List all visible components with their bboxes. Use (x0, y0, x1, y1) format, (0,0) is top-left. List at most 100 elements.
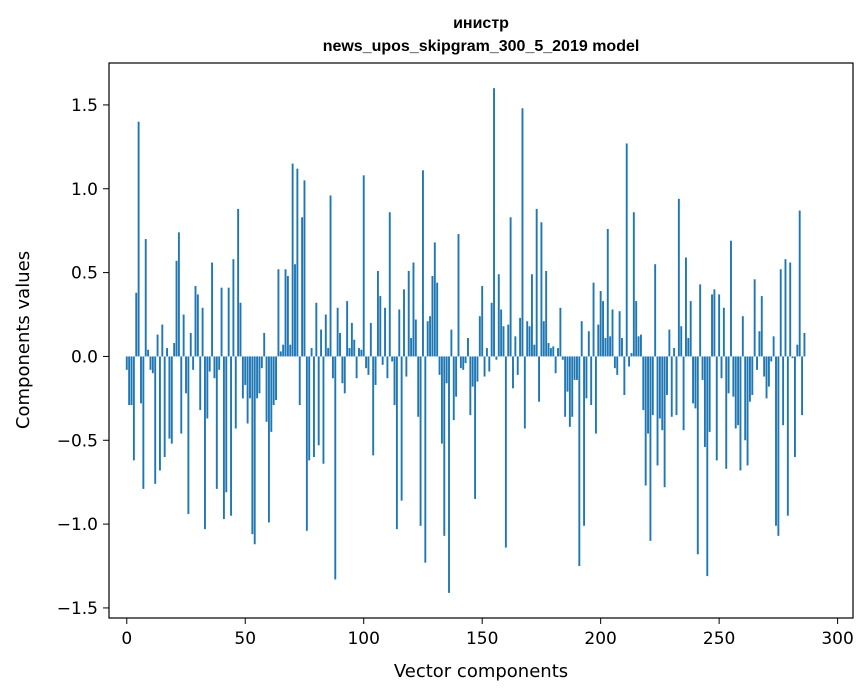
bar (365, 356, 368, 369)
bar (604, 337, 607, 357)
bar (407, 270, 410, 357)
bar (412, 262, 415, 357)
bar (566, 356, 569, 392)
bar (324, 314, 327, 357)
bar (170, 356, 173, 444)
bar (490, 302, 493, 357)
bar (144, 239, 147, 357)
bar (647, 356, 649, 434)
bar (301, 217, 304, 357)
bar (514, 336, 517, 357)
bar (609, 336, 612, 357)
bar (727, 356, 730, 394)
x-axis-label: Vector components (394, 661, 568, 682)
bar (154, 356, 157, 484)
bar (208, 356, 211, 372)
bar (331, 356, 334, 379)
bar (471, 356, 474, 387)
bar (580, 321, 583, 357)
bar (661, 356, 664, 431)
bar (763, 356, 766, 377)
bar (654, 264, 657, 357)
bar (341, 356, 344, 384)
bar (362, 175, 365, 357)
bar (353, 339, 356, 357)
y-tick-label: 0.5 (71, 264, 98, 284)
bar (424, 356, 427, 563)
bar (469, 356, 472, 416)
bar (234, 356, 237, 429)
bar (739, 356, 742, 471)
bar (294, 264, 296, 357)
bar (372, 356, 375, 456)
bar (791, 356, 794, 359)
bar (668, 329, 671, 357)
y-tick-label: −0.5 (57, 431, 98, 451)
bar (289, 344, 292, 357)
bar (744, 356, 747, 441)
bar (483, 356, 486, 377)
bar (158, 356, 161, 471)
bar (685, 257, 687, 357)
bar (270, 356, 273, 432)
bar (448, 356, 450, 593)
bar (450, 329, 453, 357)
bar (530, 274, 533, 357)
chart-subtitle: news_upos_skipgram_300_5_2019 model (323, 38, 640, 55)
bar (379, 296, 382, 357)
bar (777, 356, 780, 536)
bar (765, 356, 768, 399)
x-tick-label: 300 (821, 629, 853, 649)
bar (189, 332, 192, 357)
bar (348, 348, 351, 357)
bar (438, 356, 441, 375)
bar (656, 356, 659, 466)
bar (391, 356, 394, 362)
bar (199, 356, 202, 411)
bar (417, 356, 420, 417)
bar (701, 356, 704, 380)
bar (125, 356, 128, 370)
bar (440, 356, 443, 444)
bar (767, 356, 770, 387)
bar (599, 291, 602, 357)
bar (576, 356, 578, 380)
bar (616, 356, 619, 375)
bar (533, 344, 536, 357)
bar (244, 356, 247, 385)
bar (443, 356, 446, 536)
bar (310, 348, 313, 357)
bar (260, 356, 263, 369)
bar (549, 348, 552, 357)
bar (504, 356, 507, 548)
bar (625, 143, 628, 357)
bar (675, 356, 678, 416)
bar (381, 356, 384, 365)
bar (237, 208, 240, 357)
bar (187, 356, 190, 515)
plot-frame (108, 62, 854, 619)
bar (173, 343, 176, 357)
bar (358, 348, 360, 357)
bar (507, 324, 510, 357)
y-tick-label: 0.0 (71, 347, 98, 367)
bar (249, 356, 251, 399)
bar (737, 356, 740, 426)
axis-ticks: 0 50 100 150 200 250 300 −1.5 −1.0 −0.5 0.0 0.5 1.0 1… (57, 96, 854, 649)
bar (796, 344, 799, 357)
bar (540, 222, 543, 357)
bar (339, 332, 341, 357)
bar (756, 356, 758, 370)
bar (746, 356, 749, 466)
bar (336, 307, 339, 357)
bar (419, 356, 422, 526)
bar (140, 356, 142, 404)
bar (722, 307, 725, 357)
bar (204, 356, 206, 530)
bar (673, 348, 676, 357)
bar (182, 314, 185, 357)
bar (194, 286, 197, 357)
y-tick-label: −1.5 (57, 599, 98, 619)
bar (794, 356, 796, 458)
